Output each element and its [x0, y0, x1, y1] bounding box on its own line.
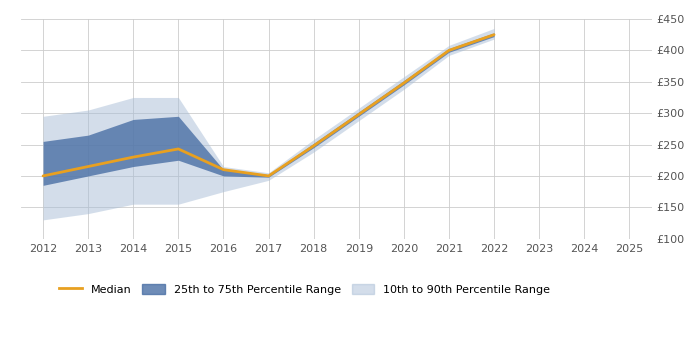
Legend: Median, 25th to 75th Percentile Range, 10th to 90th Percentile Range: Median, 25th to 75th Percentile Range, 1… [55, 279, 554, 299]
